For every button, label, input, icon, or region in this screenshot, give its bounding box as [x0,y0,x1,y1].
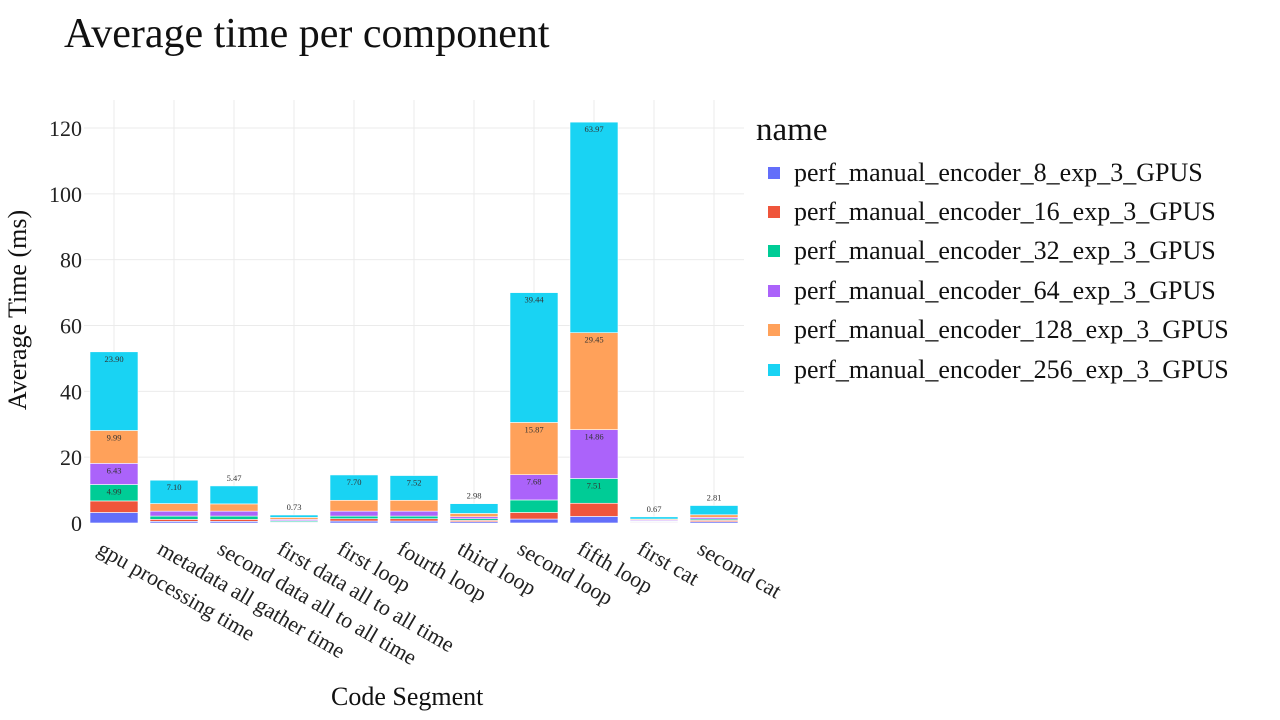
y-tick-label: 100 [49,182,82,207]
bar-segment [569,429,619,479]
legend-item[interactable]: perf_manual_encoder_8_exp_3_GPUS [756,153,1229,192]
legend-swatch [768,206,780,219]
legend-label: perf_manual_encoder_8_exp_3_GPUS [794,157,1203,187]
bar-segment [269,514,319,518]
bar-segment [149,510,199,517]
bar-segment [569,332,619,430]
bar-segment [149,515,199,520]
bar-segment [689,514,739,518]
legend-swatch [768,166,780,179]
legend-item[interactable]: perf_manual_encoder_256_exp_3_GPUS [756,350,1229,389]
bar-segment [389,510,439,517]
bar-segment [569,478,619,504]
bar-segment [509,499,559,513]
legend-label: perf_manual_encoder_64_exp_3_GPUS [794,275,1216,305]
data-label: 7.68 [527,477,542,487]
bar-segment [509,422,559,475]
bar-segment [389,515,439,520]
chart-title: Average time per component [64,11,550,57]
legend-item[interactable]: perf_manual_encoder_32_exp_3_GPUS [756,232,1229,271]
bar-segment [509,292,559,423]
data-label: 2.98 [467,491,482,501]
bar-segment [209,485,259,505]
bar-segment [509,512,559,520]
bar-segment [149,479,199,504]
y-tick-label: 60 [60,314,82,339]
legend-label: perf_manual_encoder_16_exp_3_GPUS [794,197,1216,227]
data-label: 14.86 [584,432,603,442]
legend-swatch [768,284,780,297]
data-label: 15.87 [524,424,543,434]
data-label: 7.70 [347,477,362,487]
bar-segment [209,503,259,512]
bar-segment [389,499,439,512]
bar-segment [329,474,379,501]
y-tick-label: 80 [60,248,82,273]
bar-segment [569,502,619,517]
bar-segment [89,512,139,524]
bar-segment [389,518,439,522]
bar-segment [329,499,379,512]
data-label: 4.99 [107,487,122,497]
bar-segment [449,503,499,514]
bar-segment [629,516,679,520]
bar-segment [149,503,199,512]
data-label: 23.90 [104,354,123,364]
bar-segment [89,351,139,431]
data-label: 2.81 [707,493,722,503]
legend-item[interactable]: perf_manual_encoder_128_exp_3_GPUS [756,311,1229,350]
data-label: 9.99 [107,432,122,442]
y-tick-label: 120 [49,116,82,141]
bar-segment [509,474,559,501]
legend-title: name [756,112,828,148]
bar-segment [689,505,739,516]
bar-segment [89,430,139,464]
legend-label: perf_manual_encoder_128_exp_3_GPUS [794,315,1229,345]
legend-label: perf_manual_encoder_32_exp_3_GPUS [794,236,1216,266]
bar-segment [509,518,559,524]
legend-label: perf_manual_encoder_256_exp_3_GPUS [794,354,1229,384]
data-label: 6.43 [107,465,122,475]
y-tick-label: 0 [71,511,82,536]
data-label: 0.73 [287,502,302,512]
data-label: 0.67 [647,504,662,514]
legend-swatch [768,324,780,337]
legend-item[interactable]: perf_manual_encoder_64_exp_3_GPUS [756,271,1229,310]
bar-segment [329,510,379,517]
y-tick-label: 40 [60,379,82,404]
x-axis-title: Code Segment [331,682,484,711]
y-axis-title: Average Time (ms) [3,209,32,411]
x-tick-label: second cat [694,536,786,604]
bar-segment [569,516,619,524]
data-label: 7.10 [167,482,182,492]
legend-swatch [768,363,780,376]
bar-segment [89,500,139,513]
bar-segment [449,513,499,518]
bar-segment [329,518,379,522]
legend-item[interactable]: perf_manual_encoder_16_exp_3_GPUS [756,192,1229,231]
bar-segment [329,515,379,520]
data-label: 7.52 [407,478,422,488]
y-tick-label: 20 [60,445,82,470]
data-label: 5.47 [227,473,242,483]
data-label: 7.51 [587,481,602,491]
data-label: 29.45 [584,335,603,345]
bar-segment [209,515,259,520]
data-label: 39.44 [524,295,544,305]
legend-swatch [768,245,780,258]
bar-segment [209,510,259,517]
bar-segment [569,121,619,333]
data-label: 63.97 [584,124,603,134]
bar-segment [389,475,439,501]
